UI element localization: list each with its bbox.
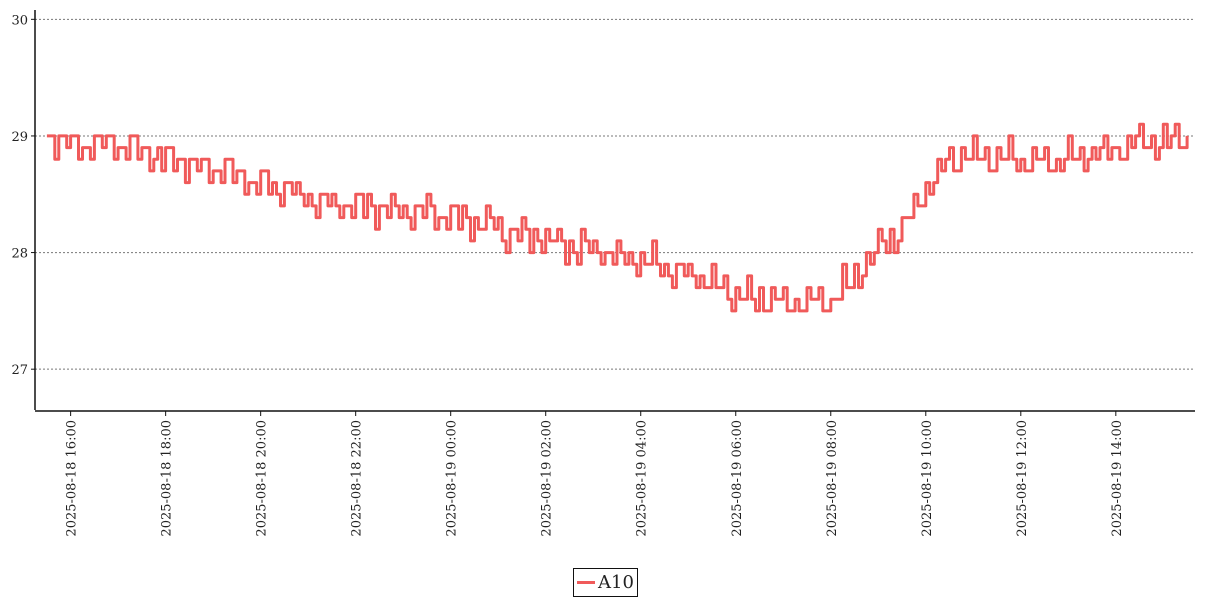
series-line-a10: [46, 122, 1189, 313]
y-axis-ticks: 27 28 29 30: [11, 13, 35, 378]
y-tick-label: 28: [11, 247, 28, 262]
legend-swatch: [577, 581, 595, 584]
legend-label: A10: [598, 572, 634, 593]
x-tick-label: 2025-08-18 22:00: [350, 420, 365, 537]
x-tick-label: 2025-08-19 12:00: [1015, 420, 1030, 537]
x-tick-label: 2025-08-19 02:00: [540, 420, 555, 537]
y-tick-label: 29: [11, 130, 28, 145]
legend: A10: [573, 568, 638, 597]
x-tick-label: 2025-08-18 18:00: [160, 420, 175, 537]
x-tick-label: 2025-08-18 16:00: [65, 420, 80, 537]
y-tick-label: 30: [11, 13, 28, 28]
x-tick-label: 2025-08-19 08:00: [825, 420, 840, 537]
x-tick-label: 2025-08-18 20:00: [255, 420, 270, 537]
x-axis-ticks: 2025-08-18 16:00 2025-08-18 18:00 2025-08-…: [65, 411, 1125, 537]
x-tick-label: 2025-08-19 00:00: [445, 420, 460, 537]
x-tick-label: 2025-08-19 10:00: [920, 420, 935, 537]
x-tick-label: 2025-08-19 04:00: [635, 420, 650, 537]
grid-lines: [35, 18, 1195, 370]
x-tick-label: 2025-08-19 06:00: [730, 420, 745, 537]
x-tick-label: 2025-08-19 14:00: [1110, 420, 1125, 537]
y-tick-label: 27: [11, 363, 28, 378]
